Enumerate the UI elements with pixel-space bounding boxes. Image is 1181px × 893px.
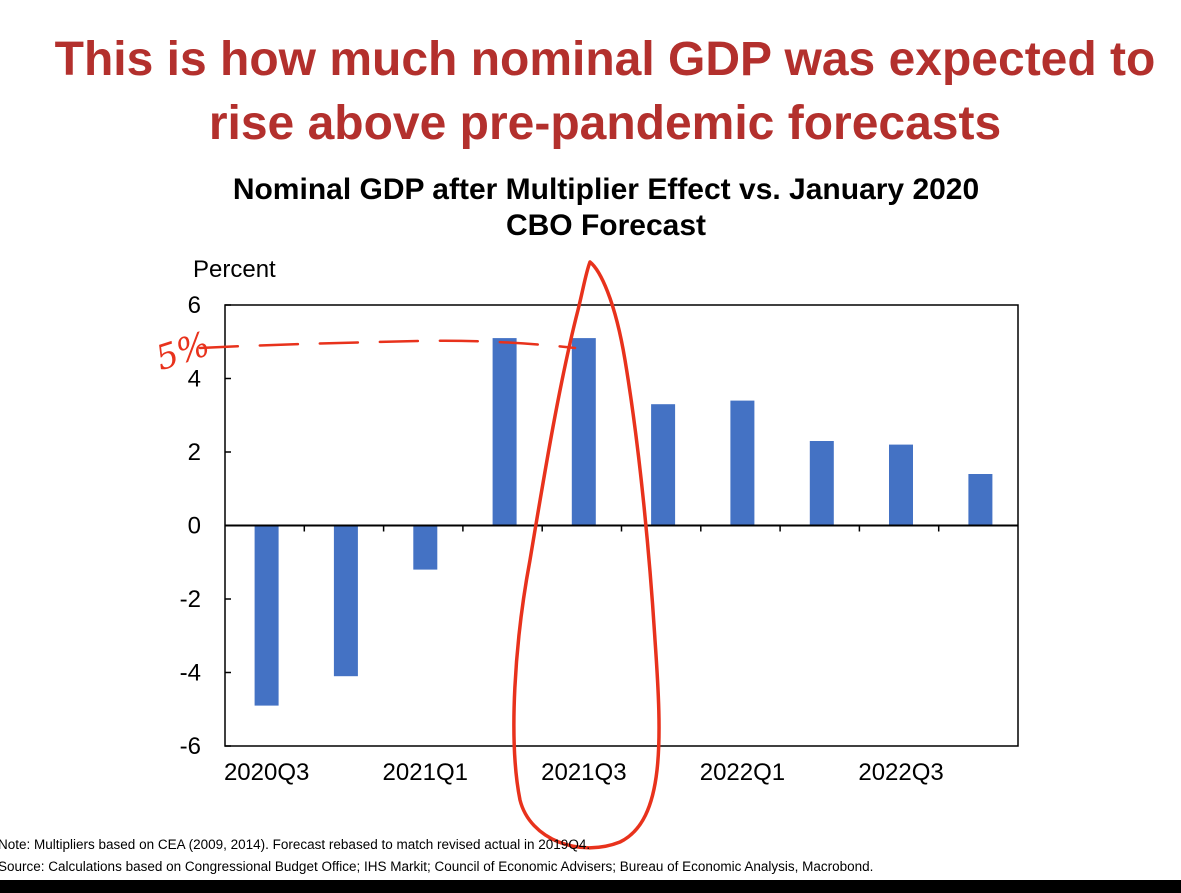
bar-2020Q3	[254, 525, 279, 706]
bar-2022Q3	[889, 444, 913, 526]
x-tick-label: 2022Q1	[700, 759, 785, 786]
x-tick-label: 2021Q3	[541, 759, 626, 786]
y-tick-label: -4	[180, 660, 201, 687]
slide-title: This is how much nominal GDP was expecte…	[0, 28, 1181, 156]
y-tick-label: 4	[188, 366, 201, 393]
chart-title-line1: Nominal GDP after Multiplier Effect vs. …	[232, 173, 980, 206]
y-tick-label: 2	[188, 439, 201, 466]
x-tick-label: 2022Q3	[858, 759, 943, 786]
y-tick-label: 6	[188, 292, 201, 319]
bar-series	[254, 338, 993, 706]
y-tick-label: -6	[180, 733, 201, 760]
circled-bars-annotation	[512, 260, 661, 850]
bar-2022Q1	[730, 400, 755, 526]
bar-2021Q3	[571, 338, 596, 526]
slide-title-line1: This is how much nominal GDP was expecte…	[54, 33, 1156, 86]
bar-2021Q1	[413, 525, 438, 570]
y-tick-label: -2	[180, 586, 201, 613]
bar-2021Q2	[492, 338, 517, 526]
bar-2020Q4	[333, 525, 358, 677]
x-tick-label: 2021Q1	[383, 759, 468, 786]
bar-2022Q2	[809, 441, 834, 526]
bar-2022Q4	[968, 474, 993, 526]
x-tick-label: 2020Q3	[224, 759, 309, 786]
slide-title-line2: rise above pre-pandemic forecasts	[208, 97, 1002, 150]
chart-source: Source: Calculations based on Congressio…	[0, 859, 874, 874]
chart-title: Nominal GDP after Multiplier Effect vs. …	[0, 172, 1181, 244]
bottom-bar	[0, 880, 1181, 893]
chart-note: Note: Multipliers based on CEA (2009, 20…	[0, 837, 591, 852]
chart-title-line2: CBO Forecast	[505, 209, 707, 242]
dashed-line-annotation	[198, 339, 577, 350]
five-percent-annotation: 5%	[151, 324, 215, 379]
y-axis-label: Percent	[193, 256, 276, 283]
chart-axes: -6 -4 -2 0 2 4 6 2020Q3 2021Q1 2021Q3 2022Q1 2022Q3	[180, 292, 1019, 786]
bar-2021Q4	[651, 404, 676, 526]
y-tick-label: 0	[188, 513, 201, 540]
